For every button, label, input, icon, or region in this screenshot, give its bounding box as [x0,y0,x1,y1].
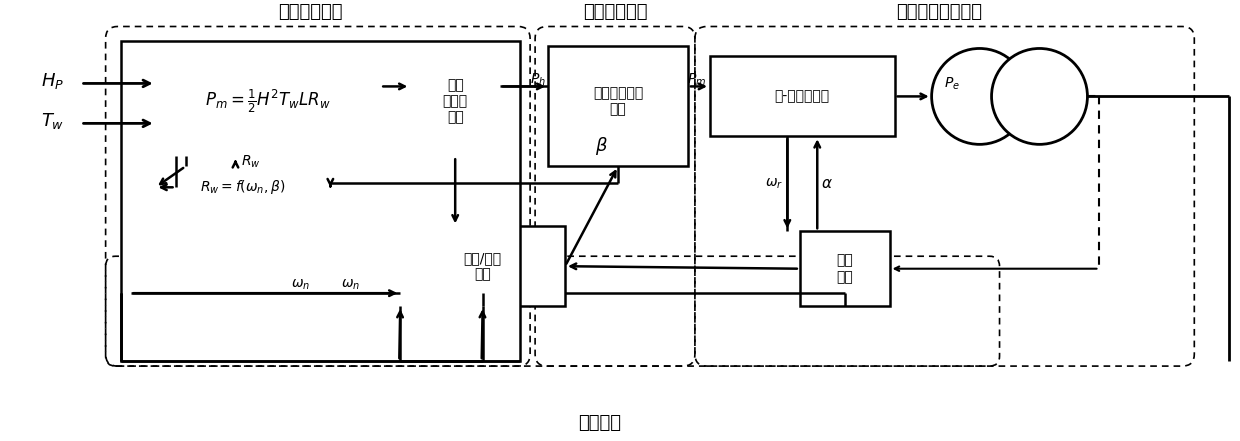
Text: $P_m = \frac{1}{2}H^2T_wLR_w$: $P_m = \frac{1}{2}H^2T_wLR_w$ [205,88,331,115]
Text: 控制系统: 控制系统 [579,414,621,432]
Text: $T_w$: $T_w$ [41,112,64,131]
Text: $H_P$: $H_P$ [41,71,63,91]
Text: $P_h$: $P_h$ [531,71,546,88]
Text: 运动
自由度
模拟: 运动 自由度 模拟 [443,78,467,125]
Bar [548,46,688,166]
Text: $\alpha$: $\alpha$ [821,176,833,191]
Circle shape [992,49,1087,144]
Bar [800,231,889,306]
Text: $\omega_n$: $\omega_n$ [341,278,360,292]
Text: 二级能量转换: 二级能量转换 [583,3,647,21]
Bar [410,46,500,157]
Text: $R_w$: $R_w$ [242,153,262,169]
Text: 阻尼/刚性
控制: 阻尼/刚性 控制 [464,251,502,281]
Text: $\beta$: $\beta$ [595,135,608,157]
Text: $P_m$: $P_m$ [687,71,706,88]
Text: $\omega_r$: $\omega_r$ [765,176,784,191]
Circle shape [931,49,1028,144]
Text: 机-电能量转换: 机-电能量转换 [775,90,830,104]
Bar [709,56,895,136]
Text: $R_w = f(\omega_n, \beta)$: $R_w = f(\omega_n, \beta)$ [200,178,285,196]
Text: $\omega_n$: $\omega_n$ [291,278,310,292]
Bar [120,41,520,361]
Text: 储能，延迟，
损耗: 储能，延迟， 损耗 [593,86,644,116]
Bar [155,166,330,208]
Text: 功率
控制: 功率 控制 [836,254,853,284]
Bar [401,226,565,306]
Text: 发电机及电气接口: 发电机及电气接口 [897,3,982,21]
Text: 波能捕获装置: 波能捕获装置 [278,3,342,21]
Bar [155,56,381,157]
Text: $P_e$: $P_e$ [944,75,960,92]
